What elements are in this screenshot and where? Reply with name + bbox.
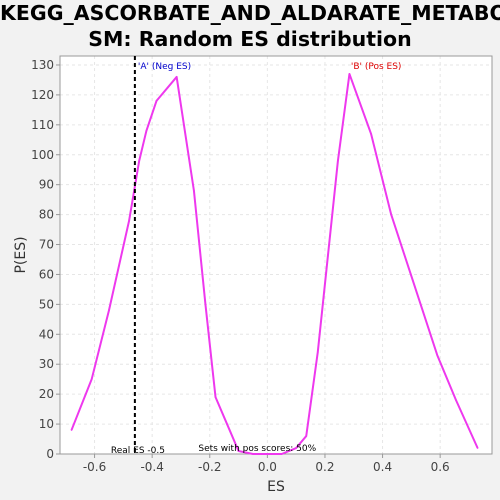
y-tick-label: 40 xyxy=(39,327,54,341)
y-tick-label: 80 xyxy=(39,208,54,222)
x-tick-label: 0.0 xyxy=(258,460,277,474)
data-point xyxy=(280,453,283,455)
data-point xyxy=(316,351,319,354)
data-point xyxy=(145,130,148,132)
y-tick-label: 10 xyxy=(39,417,54,431)
data-point xyxy=(175,76,178,78)
axis-ticks: 0 10 20 30 40 50 60 70 80 90 100 110 120 130 -0.6 -0.4 -… xyxy=(31,58,450,474)
y-tick-label: 90 xyxy=(39,178,54,192)
data-point xyxy=(226,423,228,425)
pos-es-label: 'B' (Pos ES) xyxy=(351,62,402,72)
data-point xyxy=(436,354,439,357)
chart-title-line2: SM: Random ES distribution xyxy=(88,27,412,51)
data-point xyxy=(295,447,297,449)
data-point xyxy=(193,189,195,192)
y-tick-label: 50 xyxy=(39,297,54,311)
data-point xyxy=(455,399,457,401)
data-point xyxy=(204,303,207,306)
y-tick-label: 20 xyxy=(39,387,54,401)
data-point xyxy=(214,396,217,398)
y-axis-label: P(ES) xyxy=(13,236,29,273)
data-point xyxy=(155,100,158,102)
chart-title: KEGG_ASCORBATE_AND_ALDARATE_METABOLI SM:… xyxy=(0,0,500,52)
data-point xyxy=(476,447,479,449)
y-tick-label: 30 xyxy=(39,357,54,371)
data-point xyxy=(370,133,372,135)
x-tick-label: -0.2 xyxy=(198,460,221,474)
plot-area xyxy=(60,56,492,454)
data-point xyxy=(108,309,110,312)
series-layer xyxy=(70,72,479,455)
data-point xyxy=(305,435,308,437)
data-point xyxy=(90,378,93,380)
data-point xyxy=(390,213,393,216)
x-tick-label: 0.4 xyxy=(373,460,392,474)
chart-title-line1: KEGG_ASCORBATE_AND_ALDARATE_METABOLI xyxy=(0,1,500,25)
es-distribution-line xyxy=(70,72,479,455)
y-tick-label: 60 xyxy=(39,267,54,281)
x-axis-label: ES xyxy=(267,479,285,495)
x-tick-label: 0.2 xyxy=(315,460,334,474)
neg-es-label: 'A' (Neg ES) xyxy=(138,62,191,72)
data-point xyxy=(327,255,329,258)
real-es-annotation: Real ES -0.5 xyxy=(111,446,165,456)
data-point xyxy=(266,453,269,455)
data-point xyxy=(237,450,240,452)
y-tick-label: 110 xyxy=(31,118,54,132)
x-tick-label: 0.6 xyxy=(431,460,450,474)
data-point xyxy=(70,429,73,431)
pos-scores-annotation: Sets with pos scores: 50% xyxy=(198,444,316,454)
x-tick-label: -0.4 xyxy=(140,460,163,474)
y-tick-label: 0 xyxy=(46,447,54,461)
x-tick-label: -0.6 xyxy=(83,460,106,474)
y-tick-label: 100 xyxy=(31,148,54,162)
data-point xyxy=(252,453,254,455)
data-point xyxy=(138,159,140,162)
grid-lines xyxy=(60,56,492,455)
y-tick-label: 120 xyxy=(31,88,54,102)
data-point xyxy=(348,73,351,75)
data-point xyxy=(412,279,414,282)
y-tick-label: 70 xyxy=(39,238,54,252)
data-point xyxy=(128,219,130,222)
y-tick-label: 130 xyxy=(31,58,54,72)
data-point xyxy=(337,159,339,162)
